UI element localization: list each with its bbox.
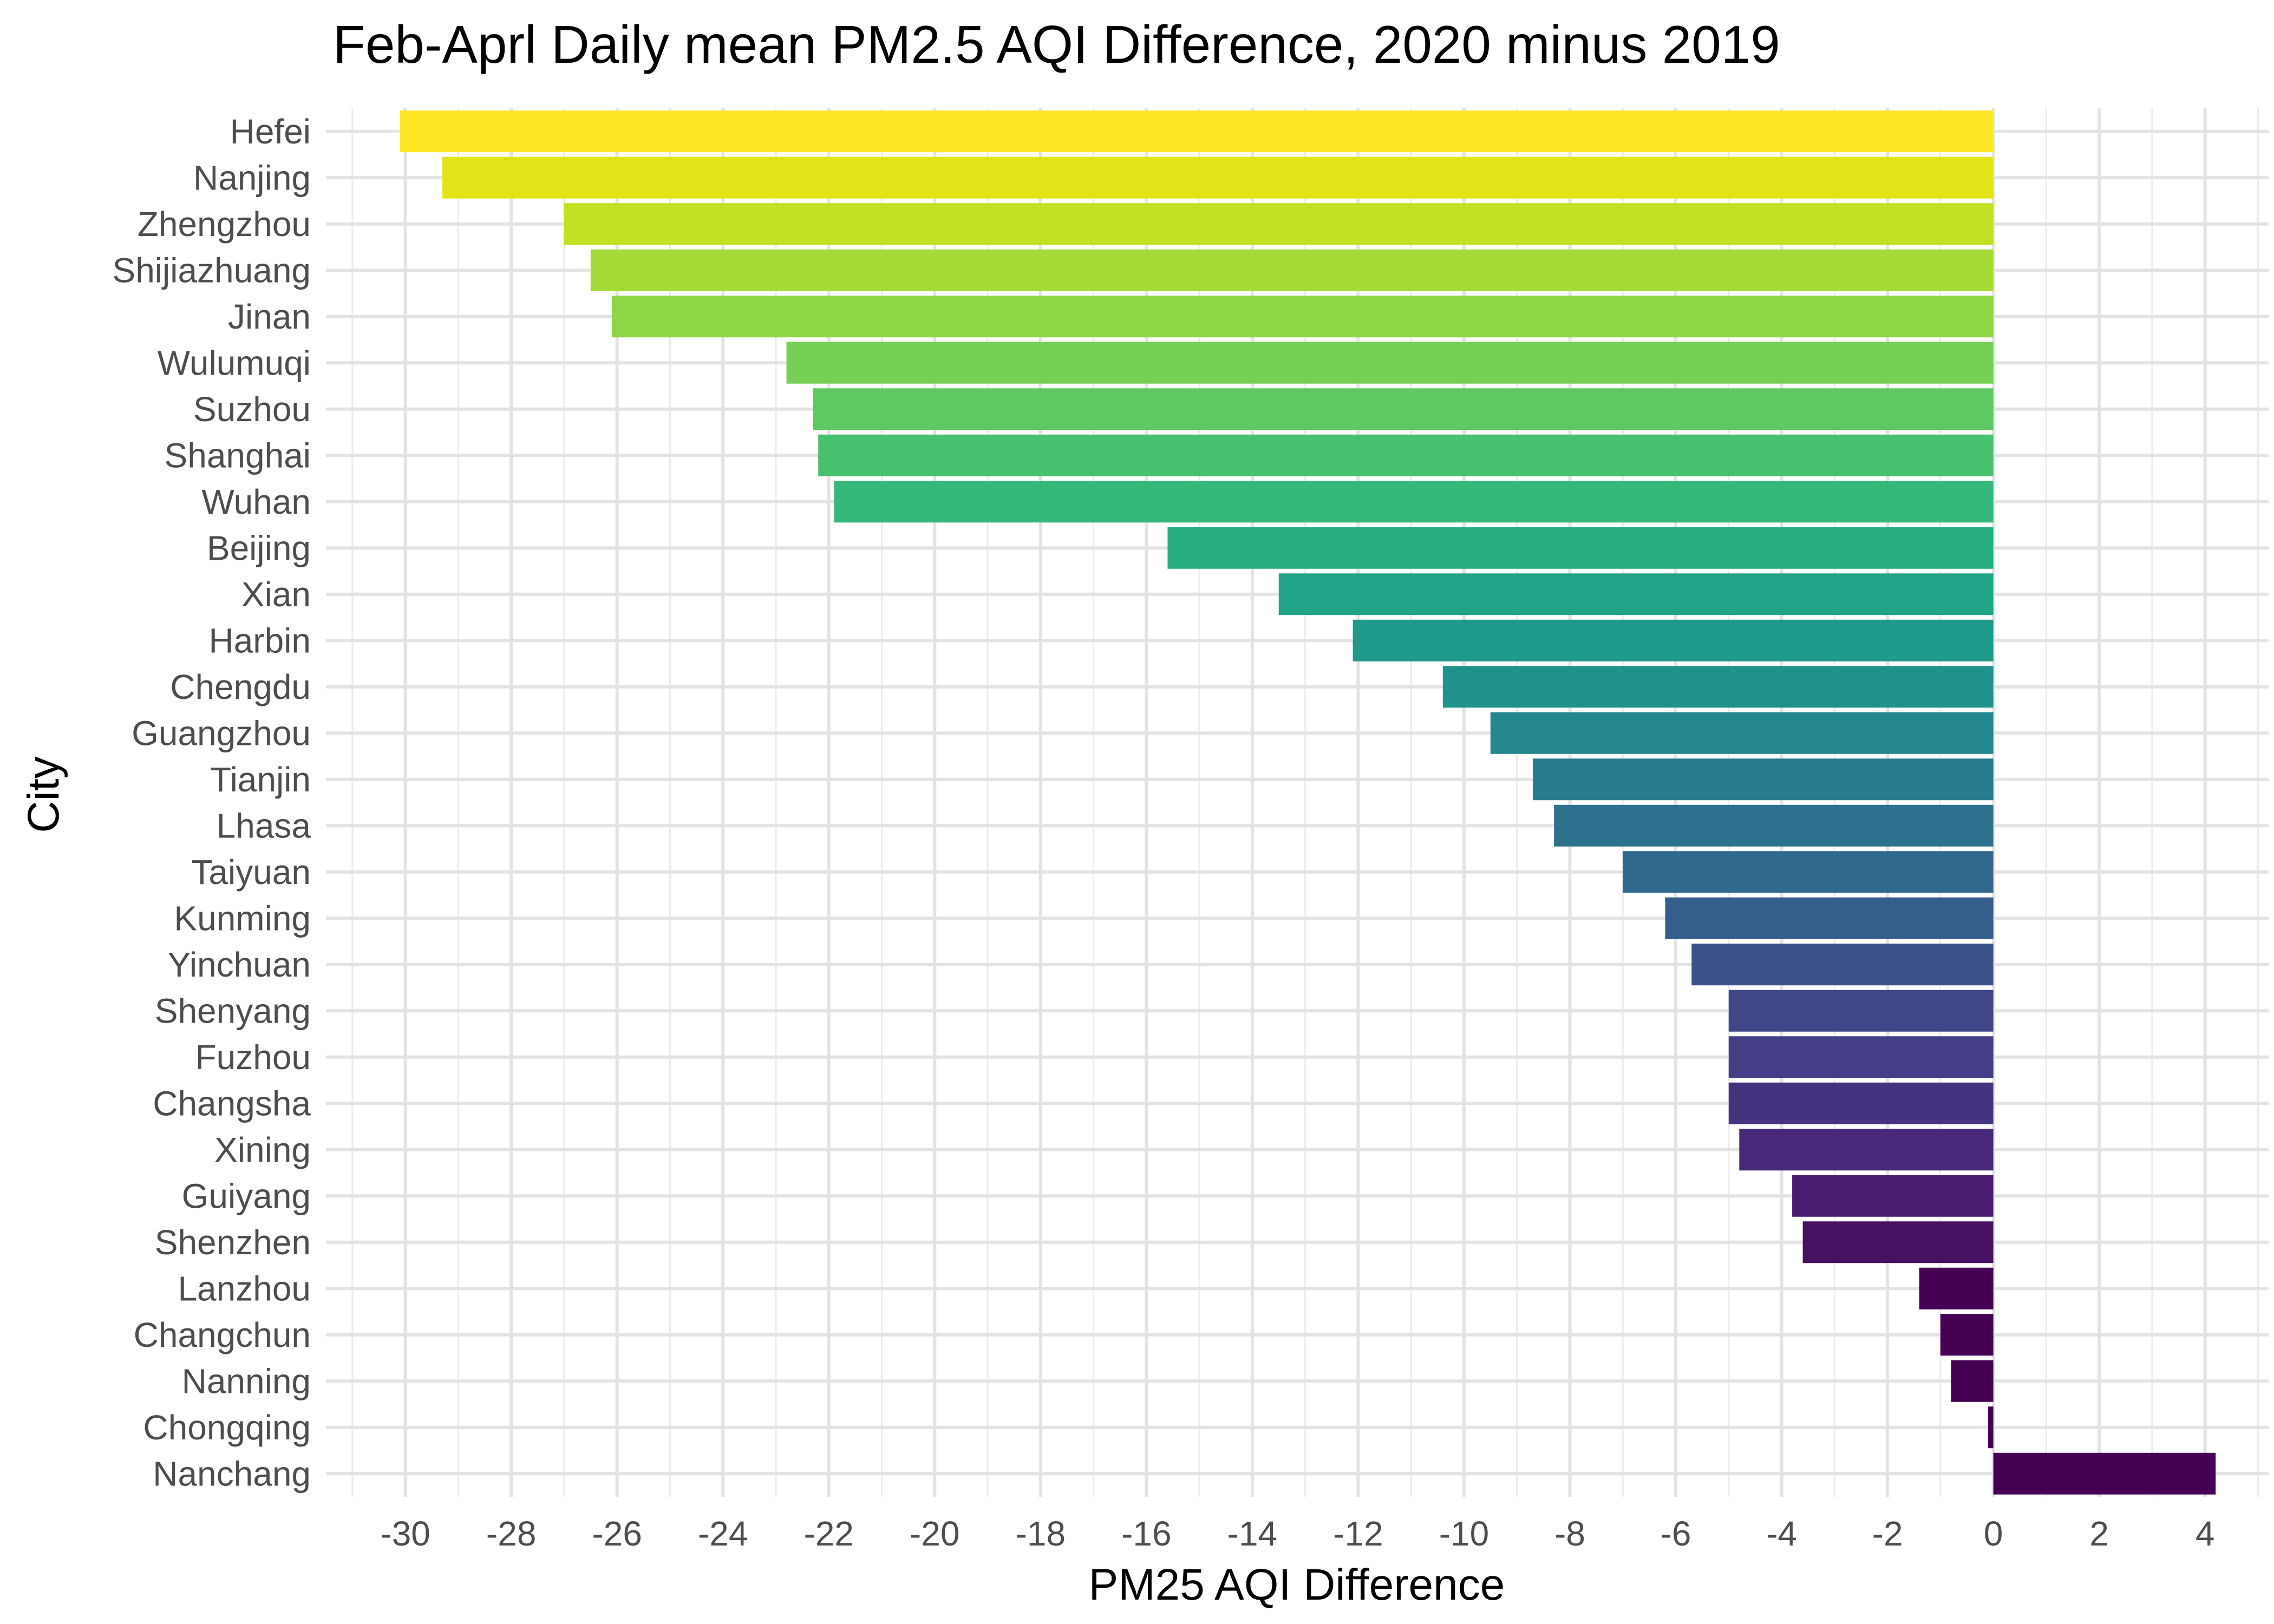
x-tick-label: -8 — [1554, 1514, 1585, 1553]
bar-fuzhou — [1728, 1036, 1994, 1078]
bar-hefei — [400, 110, 1994, 153]
y-tick-labels: Hefei Nanjing Zhengzhou Shijiazhuang Jinan Wu… — [113, 112, 311, 1494]
bar-shanghai — [818, 434, 1994, 476]
x-tick-label: -12 — [1333, 1514, 1383, 1553]
bar-nanning — [1951, 1360, 1994, 1402]
bar-shijiazhuang — [590, 249, 1994, 291]
x-axis-title: PM25 AQI Difference — [1089, 1560, 1505, 1609]
x-tick-label: 0 — [1984, 1514, 2003, 1553]
y-tick-label: Lhasa — [217, 806, 311, 845]
y-tick-label: Wuhan — [201, 482, 311, 521]
y-tick-label: Harbin — [208, 621, 311, 660]
y-tick-label: Shanghai — [165, 436, 311, 475]
bar-taiyuan — [1623, 851, 1994, 893]
bar-chengdu — [1442, 666, 1994, 708]
y-tick-label: Shenzhen — [155, 1223, 311, 1262]
x-tick-label: -20 — [910, 1514, 960, 1553]
bar-kunming — [1665, 897, 1994, 939]
y-tick-label: Kunming — [174, 899, 311, 938]
bar-shenzhen — [1802, 1221, 1994, 1263]
y-axis-title: City — [19, 756, 68, 833]
x-tick-label: -18 — [1016, 1514, 1066, 1553]
y-tick-label: Shenyang — [155, 991, 311, 1030]
bar-changchun — [1940, 1314, 1994, 1356]
bar-shenyang — [1728, 990, 1994, 1032]
y-tick-label: Guangzhou — [132, 713, 311, 752]
y-tick-label: Xian — [241, 575, 311, 614]
x-tick-labels: -30 -28 -26 -24 -22 -20 -18 -16 -14 -12 -10 -8 -6 -4-… — [380, 1514, 2214, 1553]
x-tick-label: -26 — [592, 1514, 642, 1553]
y-tick-label: Shijiazhuang — [113, 251, 311, 290]
y-tick-label: Nanning — [182, 1361, 311, 1400]
y-tick-label: Zhengzhou — [138, 205, 311, 244]
chart-title: Feb-Aprl Daily mean PM2.5 AQI Difference… — [333, 15, 1780, 74]
y-tick-label: Nanjing — [193, 158, 311, 197]
y-tick-label: Beijing — [207, 528, 311, 567]
bar-xining — [1739, 1129, 1994, 1171]
y-tick-label: Wulumuqi — [158, 343, 311, 382]
x-tick-label: -30 — [380, 1514, 430, 1553]
bar-wulumuqi — [786, 342, 1994, 384]
y-tick-label: Hefei — [230, 112, 311, 151]
bar-wuhan — [834, 481, 1994, 523]
x-tick-label: -4 — [1766, 1514, 1797, 1553]
x-tick-label: -2 — [1872, 1514, 1903, 1553]
y-tick-label: Chengdu — [170, 667, 311, 706]
bar-changsha — [1728, 1082, 1994, 1124]
bar-nanchang — [1993, 1452, 2216, 1495]
bar-yinchuan — [1691, 944, 1994, 986]
bar-tianjin — [1533, 758, 1994, 801]
x-tick-label: -24 — [698, 1514, 748, 1553]
x-tick-label: -14 — [1227, 1514, 1278, 1553]
x-tick-label: -6 — [1661, 1514, 1691, 1553]
bar-beijing — [1167, 527, 1994, 569]
y-tick-label: Chongqing — [143, 1408, 311, 1447]
bar-guangzhou — [1490, 712, 1994, 754]
bar-harbin — [1352, 619, 1994, 662]
x-tick-label: 4 — [2195, 1514, 2215, 1553]
y-tick-label: Suzhou — [193, 390, 311, 429]
y-tick-label: Nanchang — [153, 1454, 311, 1493]
y-tick-label: Taiyuan — [191, 853, 311, 892]
bar-suzhou — [813, 388, 1994, 430]
x-tick-label: -28 — [486, 1514, 537, 1553]
bar-nanjing — [442, 156, 1994, 199]
bar-xian — [1278, 573, 1994, 615]
y-tick-label: Changchun — [134, 1315, 311, 1354]
bar-zhengzhou — [564, 203, 1994, 245]
y-tick-label: Guiyang — [182, 1176, 311, 1215]
bars — [400, 110, 2216, 1495]
x-tick-label: -10 — [1439, 1514, 1489, 1553]
y-tick-label: Yinchuan — [168, 945, 311, 984]
y-tick-label: Tianjin — [210, 760, 311, 799]
x-tick-label: 2 — [2089, 1514, 2109, 1553]
bar-chongqing — [1988, 1406, 1994, 1449]
bar-lhasa — [1554, 804, 1994, 847]
y-tick-label: Changsha — [153, 1084, 311, 1123]
bar-jinan — [611, 296, 1994, 338]
bar-lanzhou — [1919, 1267, 1994, 1309]
x-tick-label: -22 — [804, 1514, 854, 1553]
y-tick-label: Fuzhou — [195, 1038, 311, 1077]
y-tick-label: Xining — [214, 1130, 311, 1169]
y-tick-label: Jinan — [228, 297, 311, 336]
bar-guiyang — [1792, 1175, 1994, 1217]
y-tick-label: Lanzhou — [178, 1269, 311, 1308]
x-tick-label: -16 — [1121, 1514, 1172, 1553]
